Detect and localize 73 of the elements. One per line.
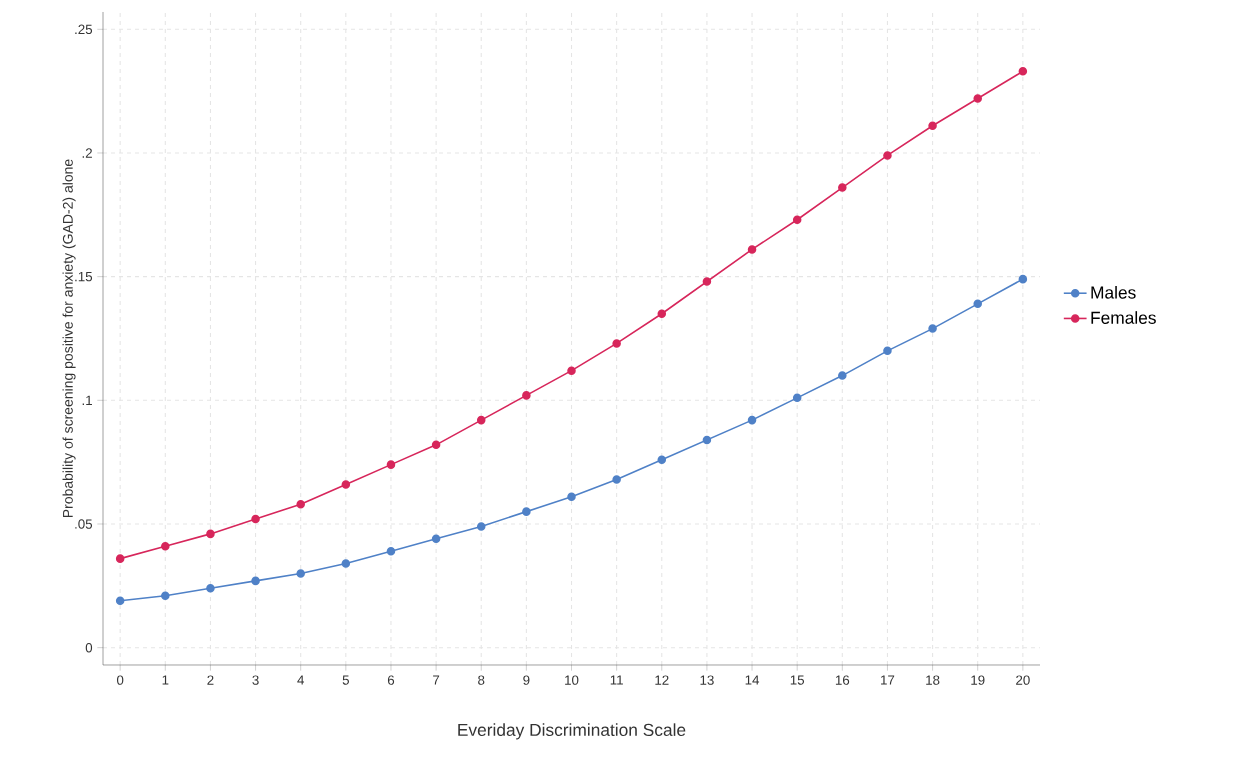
point [386, 460, 396, 469]
point [838, 371, 847, 380]
point [747, 245, 757, 254]
point [567, 366, 576, 375]
y-tick-label: .05 [75, 519, 93, 529]
x-tick-label: 0 [116, 675, 124, 685]
point [296, 499, 305, 509]
point [341, 480, 351, 489]
point [883, 151, 892, 160]
point [206, 584, 215, 593]
point [1018, 274, 1028, 284]
x-tick-label: 16 [835, 675, 850, 685]
point [883, 346, 892, 356]
point [747, 415, 757, 425]
point [296, 569, 305, 578]
point [567, 492, 576, 502]
x-tick-label: 20 [1016, 675, 1030, 685]
legend-label: Males [1091, 285, 1136, 299]
x-tick-label: 13 [700, 675, 714, 685]
point [522, 391, 531, 400]
point [702, 435, 712, 445]
point [161, 591, 170, 600]
x-tick-label: 2 [207, 675, 214, 685]
point [792, 393, 802, 403]
point [928, 121, 937, 131]
point [251, 576, 260, 586]
x-tick-label: 7 [433, 675, 440, 685]
x-tick-label: 10 [565, 675, 579, 685]
x-tick-label: 19 [971, 675, 985, 685]
x-tick-label: 8 [478, 675, 485, 685]
y-tick-label: .15 [75, 271, 93, 282]
point [476, 415, 486, 425]
point [522, 507, 531, 516]
point [115, 554, 125, 563]
y-tick-label: .1 [82, 395, 92, 405]
x-tick-label: 18 [926, 675, 940, 685]
point [702, 277, 712, 286]
point [838, 183, 847, 192]
x-tick-label: 5 [342, 675, 349, 685]
point [973, 299, 982, 309]
x-tick-label: 9 [523, 675, 530, 685]
point [251, 514, 260, 524]
point [928, 324, 937, 333]
x-tick-label: 4 [297, 675, 305, 685]
x-tick-label: 6 [387, 675, 395, 685]
x-tick-label: 17 [881, 675, 895, 685]
point [657, 455, 667, 464]
point [1018, 67, 1028, 76]
point [612, 475, 621, 484]
point [973, 94, 982, 103]
point [431, 440, 441, 450]
y-tick-label: 0 [85, 642, 93, 653]
x-tick-label: 12 [655, 675, 669, 685]
point [431, 534, 441, 544]
point [657, 309, 667, 319]
x-axis-title: Everiday Discrimination Scale [458, 723, 686, 740]
point [612, 339, 621, 348]
point [206, 529, 215, 539]
x-tick-label: 3 [252, 675, 259, 685]
x-tick-label: 11 [610, 675, 623, 685]
y-tick-label: .25 [75, 24, 93, 35]
point [341, 559, 351, 568]
point [161, 541, 170, 551]
x-tick-label: 14 [745, 675, 760, 685]
y-axis-title: Probability of screening positive for anxiety (GAD-2) alone [62, 159, 76, 518]
x-tick-label: 1 [162, 675, 169, 685]
point [792, 215, 802, 225]
point [115, 596, 125, 605]
point [476, 522, 486, 531]
y-tick-label: .2 [82, 148, 92, 158]
point [386, 546, 396, 556]
legend-label: Females [1091, 311, 1156, 324]
x-tick-label: 15 [790, 675, 805, 685]
